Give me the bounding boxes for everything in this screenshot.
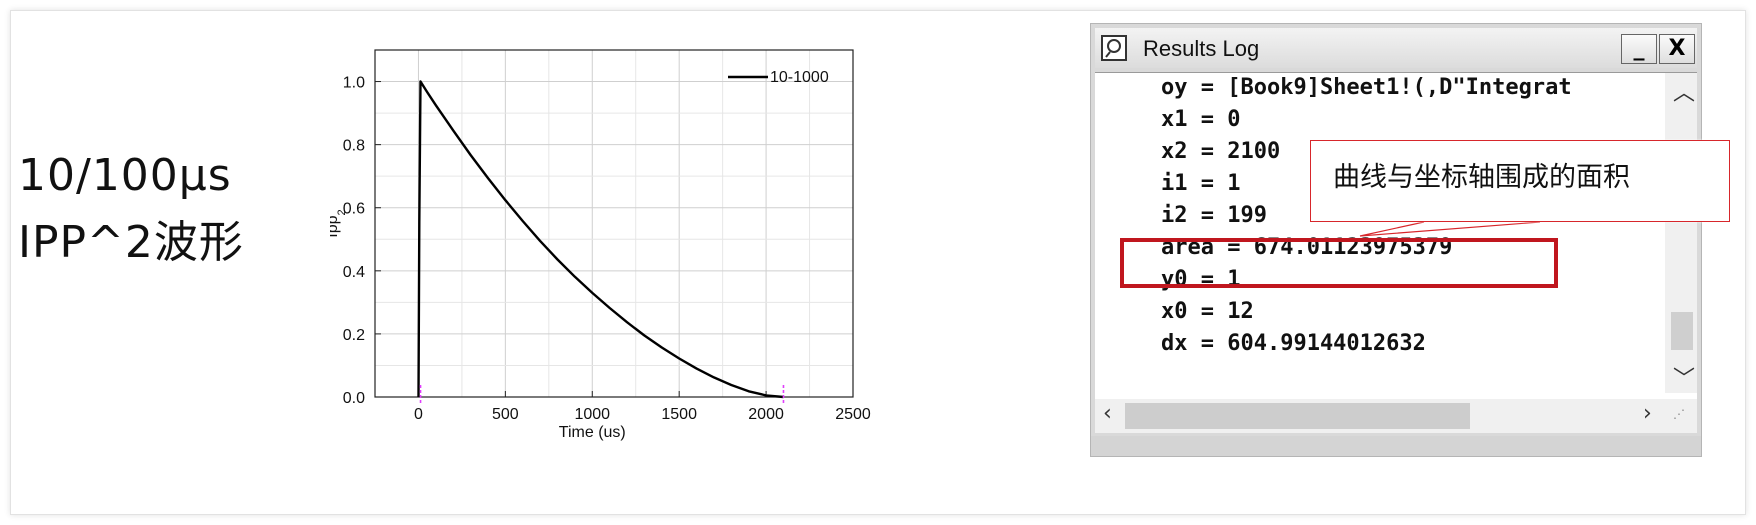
results-log-app-icon (1101, 35, 1127, 61)
series-line (417, 80, 784, 399)
callout-box: 曲线与坐标轴围成的面积 (1310, 140, 1730, 222)
scroll-left-arrow-icon[interactable]: ‹ (1103, 401, 1112, 426)
y-axis-label: Ipp22 (330, 209, 348, 237)
scroll-down-arrow-icon[interactable]: ﹀ (1673, 367, 1696, 392)
waveform-chart: 0 500 1000 1500 2000 2500 0.0 0.2 0.4 0.6 0.8 1.0 Ti… (330, 49, 871, 441)
minimize-button[interactable]: _ (1621, 34, 1657, 64)
log-line-oy: oy = [Book9]Sheet1!(,D"Integrat (1161, 75, 1572, 100)
slide-title-line2: IPP^2波形 (18, 217, 244, 268)
log-line-x0: x0 = 12 (1161, 299, 1254, 324)
x-axis-label: Time (us) (559, 424, 626, 441)
close-button[interactable]: X (1659, 34, 1695, 64)
scroll-up-arrow-icon[interactable]: ︿ (1673, 81, 1696, 106)
log-line-i2: i2 = 199 (1161, 203, 1267, 228)
resize-grip-icon[interactable]: ⋰ (1673, 407, 1685, 421)
y-tick-label: 0.8 (343, 138, 365, 155)
x-tick-label: 0 (414, 406, 423, 423)
vertical-scrollbar[interactable]: ︿ ﹀ (1665, 73, 1697, 393)
log-line-x2: x2 = 2100 (1161, 139, 1281, 164)
horizontal-scroll-thumb[interactable] (1125, 403, 1470, 429)
scroll-right-arrow-icon[interactable]: › (1643, 401, 1652, 426)
legend-label: 10-1000 (770, 69, 829, 86)
vertical-scroll-thumb[interactable] (1671, 312, 1693, 350)
results-log-titlebar[interactable]: Results Log _ X (1095, 28, 1697, 68)
x-tick-label: 1500 (661, 406, 697, 423)
results-log-bottom-border (1091, 436, 1701, 456)
slide-title-line1: 10/100μs (18, 150, 232, 201)
y-tick-label: 0.6 (343, 201, 365, 218)
y-tick-label: 0.2 (343, 327, 365, 344)
callout-text: 曲线与坐标轴围成的面积 (1333, 162, 1630, 193)
y-tick-label: 0.4 (343, 264, 365, 281)
x-tick-label: 2500 (835, 406, 871, 423)
results-log-title: Results Log (1143, 36, 1260, 61)
x-tick-label: 2000 (748, 406, 784, 423)
area-highlight-box (1120, 238, 1558, 288)
results-log-text-area[interactable]: oy = [Book9]Sheet1!(,D"Integrat x1 = 0 x… (1095, 73, 1665, 393)
y-tick-label: 0.0 (343, 390, 365, 407)
log-line-dx: dx = 604.99144012632 (1161, 331, 1426, 356)
x-tick-label: 1000 (574, 406, 610, 423)
results-log-content[interactable]: oy = [Book9]Sheet1!(,D"Integrat x1 = 0 x… (1095, 72, 1697, 433)
horizontal-scrollbar[interactable]: ‹ › ⋰ (1095, 399, 1697, 433)
x-tick-label: 500 (492, 406, 519, 423)
plot-frame (374, 49, 854, 398)
log-line-i1: i1 = 1 (1161, 171, 1241, 196)
log-line-x1: x1 = 0 (1161, 107, 1241, 132)
y-tick-label: 1.0 (343, 75, 365, 92)
